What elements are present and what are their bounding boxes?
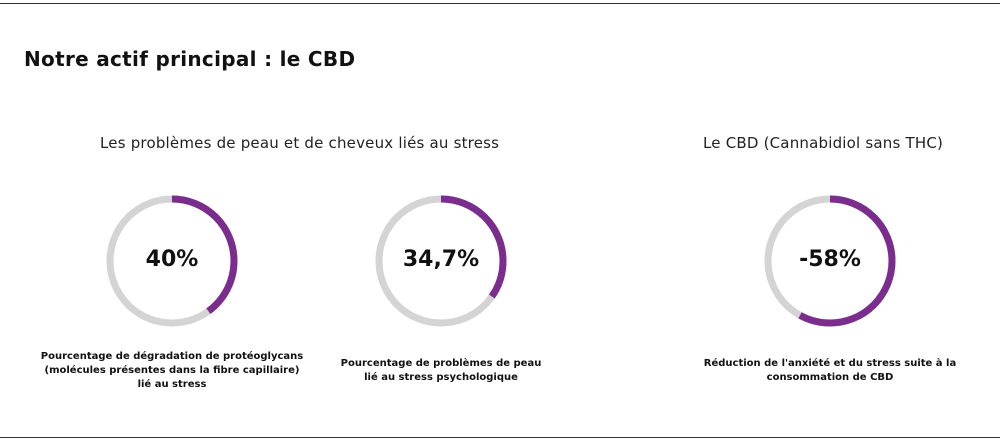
- caption-line: consommation de CBD: [766, 372, 894, 383]
- ring-graphic: [764, 195, 896, 327]
- ring-progress-arc: [106, 195, 238, 327]
- stat-caption: Pourcentage de problèmes de peau lié au …: [291, 357, 591, 385]
- stat-value: 40%: [145, 247, 199, 272]
- stat-card-anxiety-reduction: -58% Réduction de l'anxiété et du stress…: [680, 190, 980, 400]
- caption-line: (molécules présentes dans la fibre capil…: [44, 365, 300, 376]
- stat-caption: Réduction de l'anxiété et du stress suit…: [680, 357, 980, 385]
- ring-graphic: [375, 195, 507, 327]
- group-heading-cbd: Le CBD (Cannabidiol sans THC): [703, 134, 944, 152]
- stat-card-skin-problems: 34,7% Pourcentage de problèmes de peau l…: [291, 190, 591, 400]
- ring-graphic: [106, 195, 238, 327]
- caption-line: lié au stress: [137, 379, 207, 390]
- group-heading-stress: Les problèmes de peau et de cheveux liés…: [100, 134, 500, 152]
- stat-value: 34,7%: [402, 247, 480, 272]
- caption-line: Pourcentage de problèmes de peau: [340, 358, 542, 369]
- progress-ring: [106, 195, 238, 327]
- progress-ring: [375, 195, 507, 327]
- caption-line: Réduction de l'anxiété et du stress suit…: [703, 358, 957, 369]
- caption-line: Pourcentage de dégradation de protéoglyc…: [40, 351, 304, 362]
- stat-caption: Pourcentage de dégradation de protéoglyc…: [22, 350, 322, 392]
- stat-value: -58%: [799, 247, 861, 272]
- progress-ring: [764, 195, 896, 327]
- top-divider: [0, 3, 1000, 4]
- bottom-divider: [0, 437, 1000, 438]
- ring-progress-arc: [764, 195, 896, 327]
- caption-line: lié au stress psychologique: [364, 372, 518, 383]
- stat-card-proteoglycans: 40% Pourcentage de dégradation de protéo…: [22, 190, 322, 400]
- page-title: Notre actif principal : le CBD: [24, 47, 356, 71]
- ring-progress-arc: [375, 195, 507, 327]
